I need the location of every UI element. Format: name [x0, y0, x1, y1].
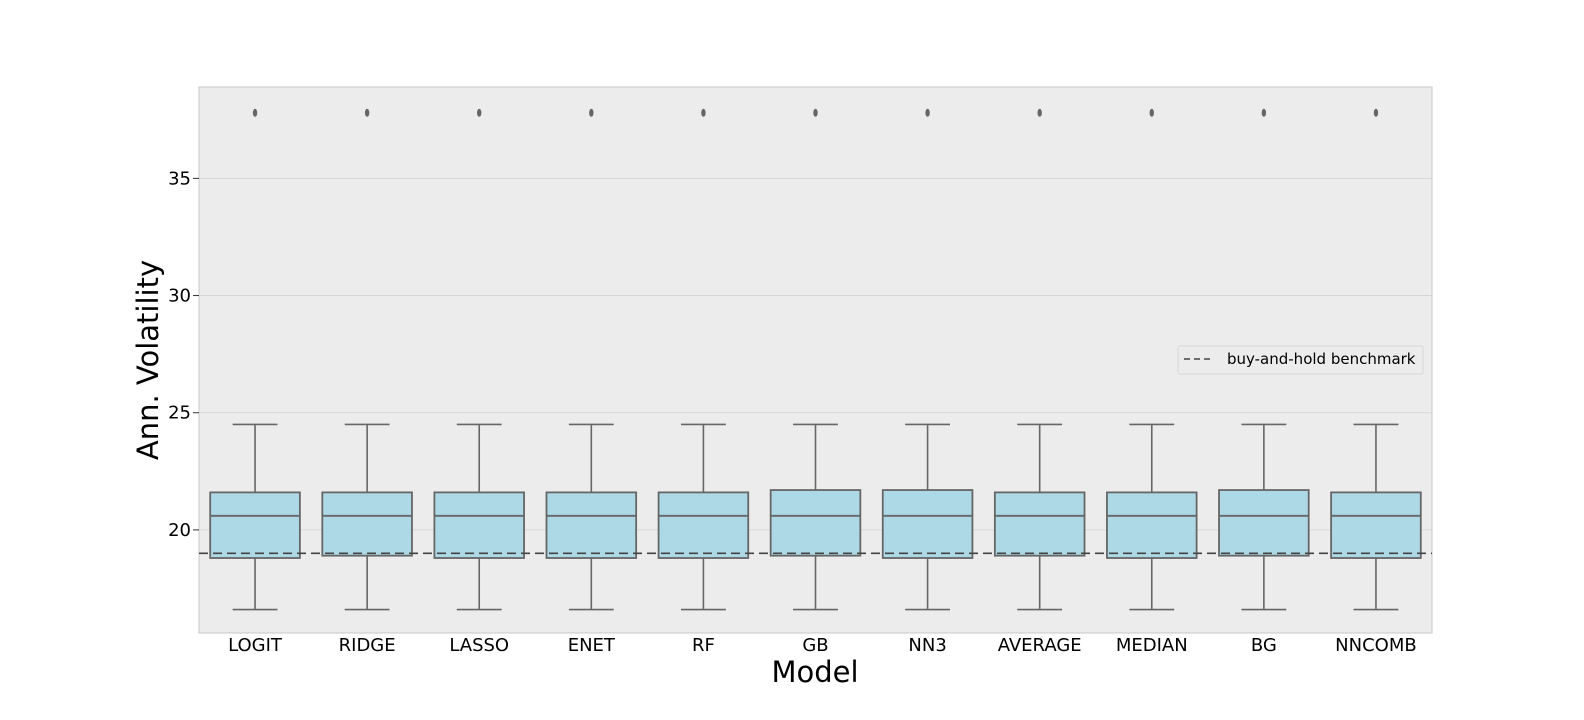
legend-label: buy-and-hold benchmark [1227, 350, 1416, 368]
outlier-point [1149, 108, 1154, 117]
box-iqr [1106, 491, 1198, 559]
box-nncomb [1330, 108, 1422, 611]
y-axis-title: Ann. Volatility [131, 260, 165, 460]
x-tick-label: RF [692, 635, 715, 656]
x-tick-label: NNCOMB [1335, 635, 1417, 656]
box-nn3 [881, 108, 974, 611]
outlier-point [701, 108, 706, 117]
x-tick-label: NN3 [908, 635, 946, 656]
box-enet [545, 108, 638, 611]
box-iqr [993, 491, 1086, 557]
y-tick-label: 35 [168, 168, 191, 189]
box-bg [1218, 108, 1310, 611]
box-iqr [1218, 489, 1310, 557]
box-rf [657, 108, 750, 611]
y-tick-label: 30 [168, 286, 191, 307]
x-tick-label: BG [1251, 635, 1277, 656]
x-tick-label: GB [802, 635, 828, 656]
box-iqr [545, 491, 638, 559]
y-tick-label: 25 [168, 403, 191, 424]
x-tick-label: LASSO [449, 635, 509, 656]
box-logit [209, 108, 301, 611]
outlier-point [477, 108, 482, 117]
legend-box [1177, 345, 1424, 375]
outlier-point [252, 108, 258, 117]
boxes-group [209, 108, 1422, 611]
box-iqr [769, 489, 862, 557]
outlier-point [1261, 108, 1267, 117]
outlier-point [364, 108, 370, 117]
outlier-point [813, 108, 818, 117]
box-iqr [433, 491, 525, 559]
box-iqr [657, 491, 750, 559]
outlier-point [589, 108, 594, 117]
box-lasso [433, 108, 525, 611]
box-median [1106, 108, 1198, 611]
outlier-point [1373, 108, 1379, 117]
outlier-point [1037, 108, 1042, 117]
box-iqr [1330, 491, 1422, 559]
outlier-point [925, 108, 930, 117]
x-tick-label: ENET [568, 635, 616, 656]
box-iqr [881, 489, 974, 559]
legend: buy-and-hold benchmark [1177, 345, 1424, 375]
box-iqr [209, 491, 301, 559]
y-tick-label: 20 [168, 520, 191, 541]
box-average [993, 108, 1086, 611]
y-axis: 20 25 30 35 [168, 168, 199, 541]
x-axis-title: Model [771, 655, 858, 689]
x-axis: LOGIT RIDGE LASSO ENET RF GB NN3 AVERAGE MEDIAN B… [228, 635, 1417, 656]
box-ridge [321, 108, 413, 611]
x-tick-label: MEDIAN [1116, 635, 1188, 656]
x-tick-label: RIDGE [339, 635, 396, 656]
box-iqr [321, 491, 413, 557]
x-tick-label: LOGIT [228, 635, 283, 656]
box-gb [769, 108, 862, 611]
x-tick-label: AVERAGE [998, 635, 1082, 656]
